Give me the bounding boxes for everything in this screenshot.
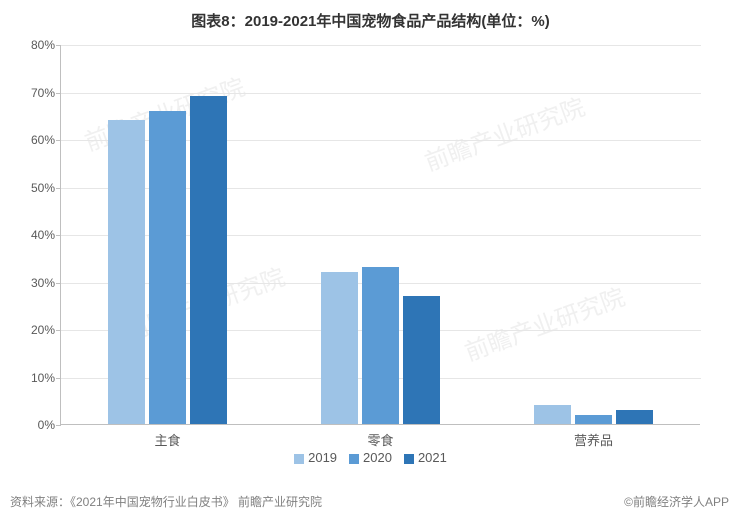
- y-tick-mark: [56, 93, 61, 94]
- y-tick-label: 50%: [5, 181, 55, 195]
- legend: 2019 2020 2021: [0, 450, 741, 465]
- y-tick-mark: [56, 45, 61, 46]
- x-label: 营养品: [487, 430, 700, 449]
- grid-line: [61, 93, 701, 94]
- y-tick-mark: [56, 330, 61, 331]
- bar: [534, 405, 571, 424]
- bar: [362, 267, 399, 424]
- y-tick-label: 60%: [5, 133, 55, 147]
- y-tick-mark: [56, 378, 61, 379]
- bar: [190, 96, 227, 424]
- grid-line: [61, 45, 701, 46]
- plot-region: 主食零食营养品: [60, 45, 700, 425]
- bar: [321, 272, 358, 424]
- y-tick-mark: [56, 425, 61, 426]
- legend-swatch: [294, 454, 304, 464]
- y-tick-label: 20%: [5, 323, 55, 337]
- legend-swatch: [404, 454, 414, 464]
- legend-swatch: [349, 454, 359, 464]
- y-tick-label: 0%: [5, 418, 55, 432]
- y-tick-mark: [56, 188, 61, 189]
- y-tick-mark: [56, 283, 61, 284]
- y-tick-label: 70%: [5, 86, 55, 100]
- copyright-text: ©前瞻经济学人APP: [624, 493, 729, 510]
- chart-title: 图表8：2019-2021年中国宠物食品产品结构(单位：%): [0, 0, 741, 31]
- y-tick-label: 30%: [5, 276, 55, 290]
- legend-item: 2021: [404, 450, 447, 465]
- legend-label: 2019: [308, 450, 337, 465]
- legend-item: 2020: [349, 450, 392, 465]
- bar: [108, 120, 145, 424]
- source-text: 资料来源：《2021年中国宠物行业白皮书》 前瞻产业研究院: [10, 493, 322, 510]
- legend-label: 2021: [418, 450, 447, 465]
- bar: [575, 415, 612, 425]
- bar: [616, 410, 653, 424]
- bar: [149, 111, 186, 425]
- y-tick-label: 40%: [5, 228, 55, 242]
- y-tick-label: 10%: [5, 371, 55, 385]
- x-label: 零食: [274, 430, 487, 449]
- bar: [403, 296, 440, 424]
- legend-label: 2020: [363, 450, 392, 465]
- y-tick-label: 80%: [5, 38, 55, 52]
- y-tick-mark: [56, 235, 61, 236]
- chart-area: 前瞻产业研究院 前瞻产业研究院 前瞻产业研究院 前瞻产业研究院 主食零食营养品: [60, 45, 700, 425]
- x-label: 主食: [61, 430, 274, 449]
- legend-item: 2019: [294, 450, 337, 465]
- y-tick-mark: [56, 140, 61, 141]
